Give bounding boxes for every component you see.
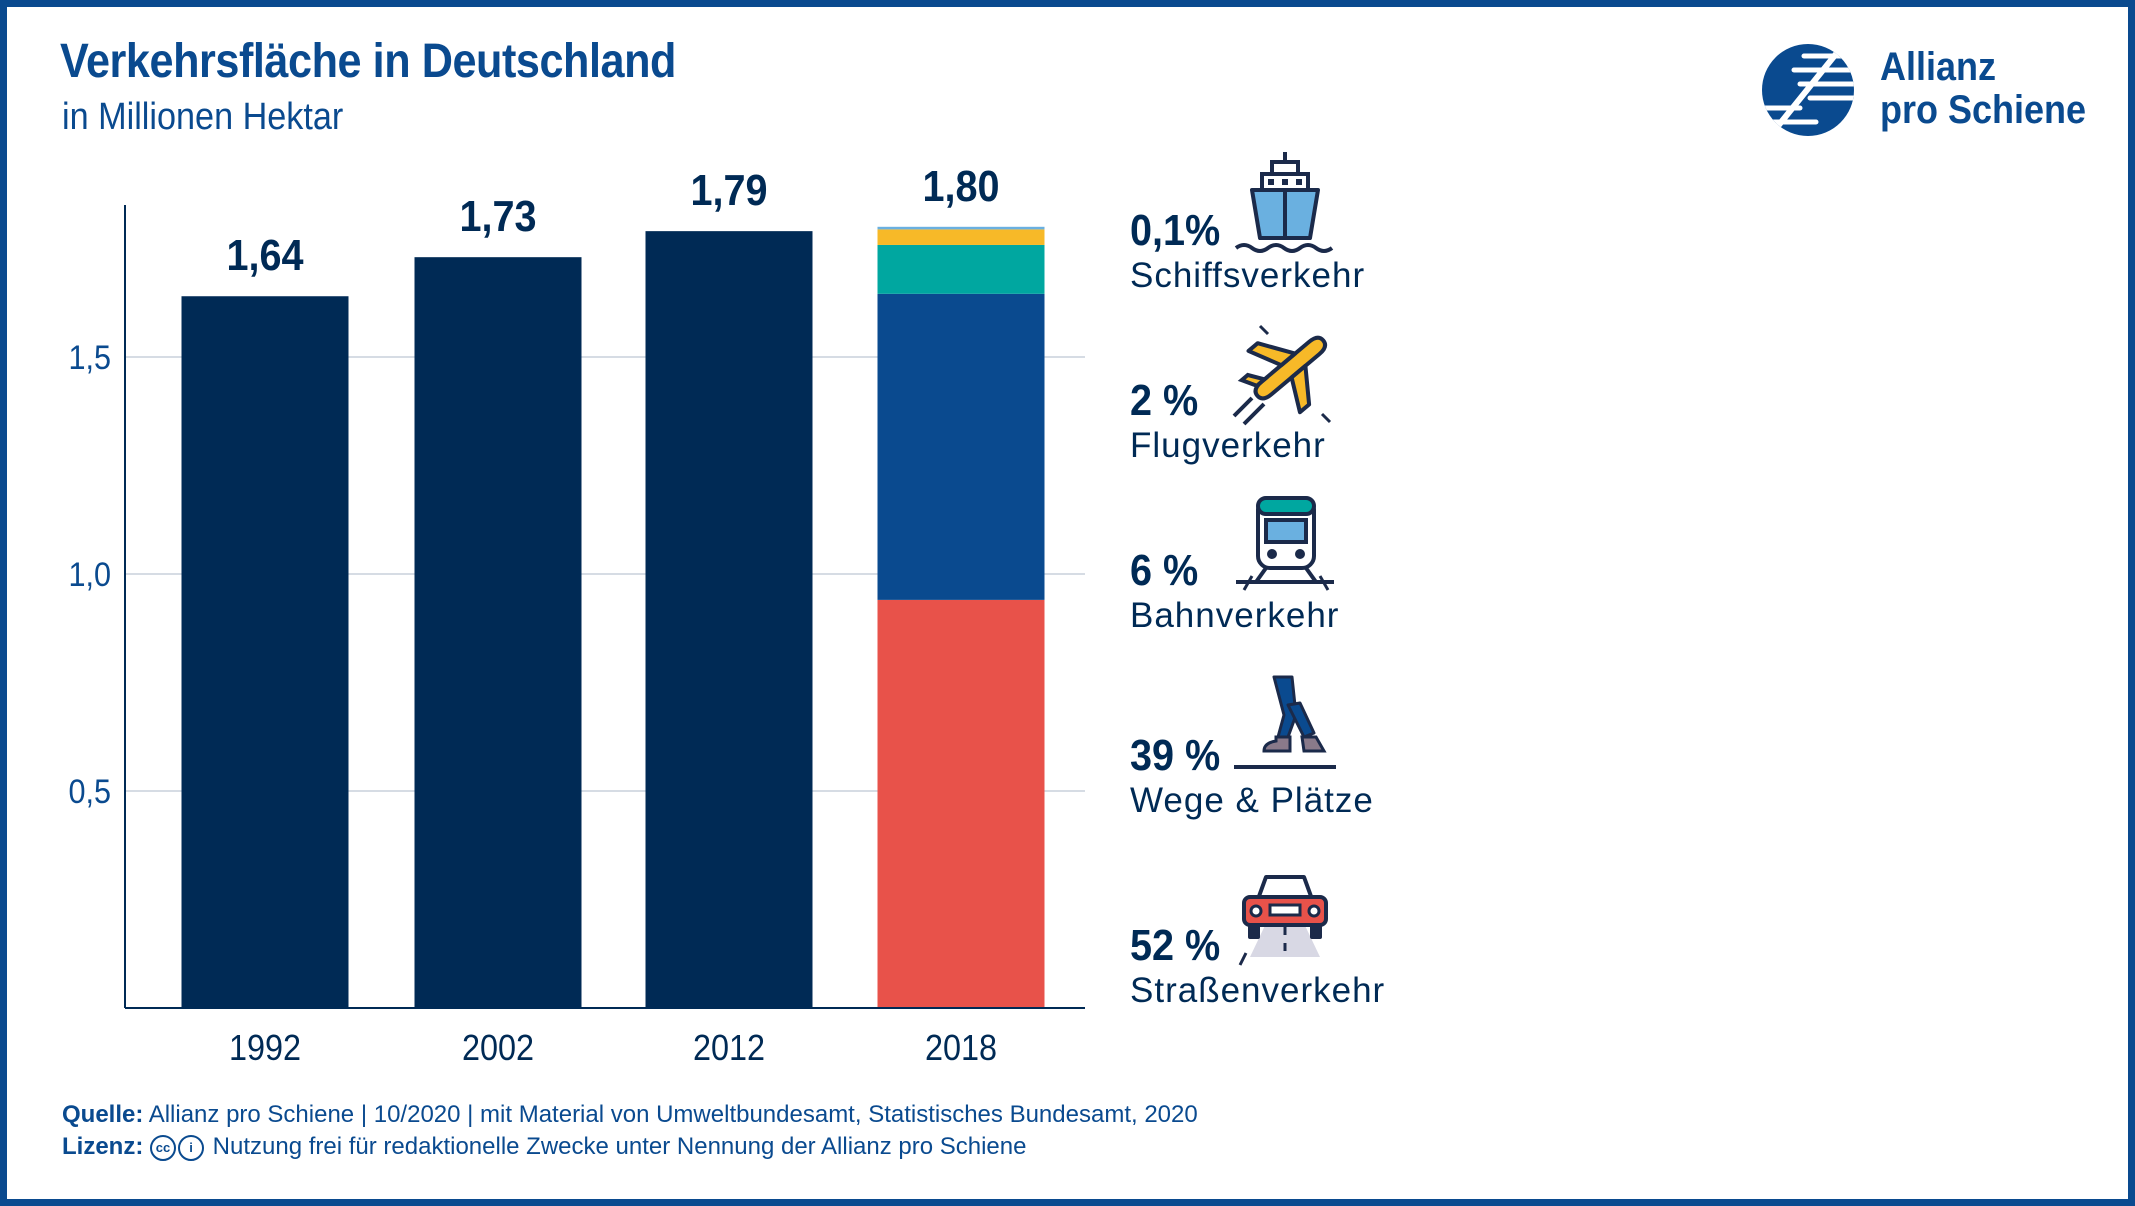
bar <box>181 296 349 1008</box>
x-tick-label: 2002 <box>462 1028 534 1068</box>
source-text: Allianz pro Schiene | 10/2020 | mit Mate… <box>148 1101 1198 1128</box>
bar-segment-schiffsverkehr <box>877 226 1045 230</box>
logo-wordmark: Allianz pro Schiene <box>1880 46 2086 132</box>
legend-percent: 0,1% <box>1130 206 1221 255</box>
creative-commons-icon: cc <box>150 1134 176 1161</box>
y-tick-label: 1,0 <box>68 556 111 594</box>
bar-value-label: 1,80 <box>922 161 999 210</box>
license-line: Lizenz: cc i Nutzung frei für redaktionel… <box>62 1133 1026 1161</box>
legend-label: Flugverkehr <box>1130 426 1326 465</box>
logo-line-1: Allianz <box>1880 45 1997 89</box>
brand-logo: Allianz pro Schiene <box>1760 40 2090 140</box>
walking-legs-icon <box>1234 675 1336 769</box>
source-label: Quelle: <box>62 1101 144 1128</box>
bar-value-label: 1,73 <box>459 191 536 240</box>
legend-label: Bahnverkehr <box>1130 596 1340 635</box>
allianz-pro-schiene-logo-icon <box>1762 44 1854 136</box>
y-tick-label: 1,5 <box>68 339 111 377</box>
legend-percent: 2 % <box>1130 376 1199 425</box>
y-tick-label: 0,5 <box>68 773 111 811</box>
legend-percent: 6 % <box>1130 546 1199 595</box>
bar-segment-straßenverkehr <box>877 599 1045 1008</box>
logo-line-2: pro Schiene <box>1880 88 2087 132</box>
bar-segment-bahnverkehr <box>877 244 1045 294</box>
x-tick-label: 2018 <box>925 1028 997 1068</box>
bar-segment-flugverkehr <box>877 229 1045 245</box>
chart-title: Verkehrsfläche in Deutschland <box>60 35 676 88</box>
train-icon <box>1236 496 1334 591</box>
license-label: Lizenz: <box>62 1133 144 1160</box>
bar-value-label: 1,79 <box>690 165 767 214</box>
ship-icon <box>1234 152 1334 253</box>
car-icon <box>1238 875 1328 966</box>
airplane-icon <box>1232 324 1332 426</box>
legend-label: Straßenverkehr <box>1130 971 1386 1010</box>
x-tick-label: 1992 <box>229 1028 301 1068</box>
legend-label: Wege & Plätze <box>1130 781 1374 820</box>
x-tick-label: 2012 <box>693 1028 765 1068</box>
bar-value-label: 1,64 <box>226 230 304 279</box>
legend-percent: 39 % <box>1130 731 1221 780</box>
bar-segment-wege-plätze <box>877 293 1045 600</box>
bar <box>645 231 813 1008</box>
legend-label: Schiffsverkehr <box>1130 256 1366 295</box>
bar <box>414 257 582 1008</box>
chart-subtitle: in Millionen Hektar <box>62 96 344 138</box>
attribution-icon: i <box>178 1134 204 1161</box>
license-text: Nutzung frei für redaktionelle Zwecke un… <box>212 1133 1027 1160</box>
legend-percent: 52 % <box>1130 921 1221 970</box>
source-line: Quelle: Allianz pro Schiene | 10/2020 | … <box>62 1101 1198 1129</box>
